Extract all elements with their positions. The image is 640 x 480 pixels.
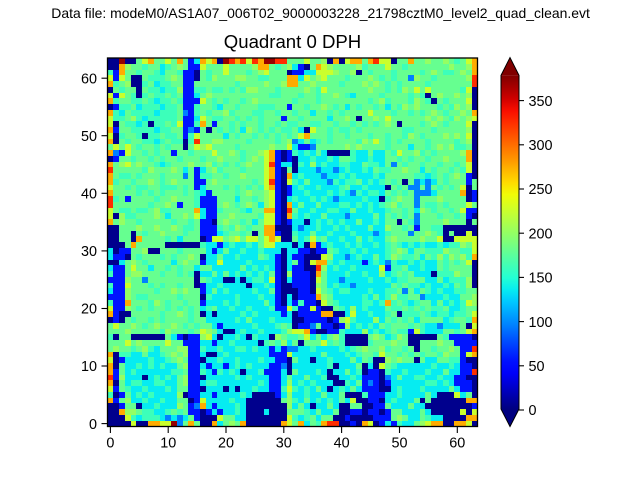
svg-text:50: 50: [81, 129, 97, 145]
svg-text:60: 60: [449, 436, 465, 452]
svg-text:60: 60: [81, 71, 97, 87]
svg-text:40: 40: [334, 436, 350, 452]
svg-text:0: 0: [106, 436, 114, 452]
svg-text:20: 20: [218, 436, 234, 452]
svg-text:50: 50: [391, 436, 407, 452]
svg-text:100: 100: [529, 315, 553, 331]
svg-text:40: 40: [81, 187, 97, 203]
svg-text:30: 30: [81, 244, 97, 260]
svg-text:200: 200: [529, 226, 553, 242]
svg-text:300: 300: [529, 138, 553, 154]
svg-text:350: 350: [529, 94, 553, 110]
svg-text:Quadrant 0 DPH: Quadrant 0 DPH: [224, 31, 361, 52]
svg-text:0: 0: [89, 417, 97, 433]
svg-text:10: 10: [160, 436, 176, 452]
svg-text:0: 0: [529, 403, 537, 419]
svg-text:50: 50: [529, 359, 545, 375]
svg-text:150: 150: [529, 271, 553, 287]
svg-text:Data file: modeM0/AS1A07_006T0: Data file: modeM0/AS1A07_006T02_90000032…: [51, 5, 590, 21]
svg-text:30: 30: [276, 436, 292, 452]
svg-text:250: 250: [529, 182, 553, 198]
svg-text:10: 10: [81, 359, 97, 375]
svg-text:20: 20: [81, 302, 97, 318]
